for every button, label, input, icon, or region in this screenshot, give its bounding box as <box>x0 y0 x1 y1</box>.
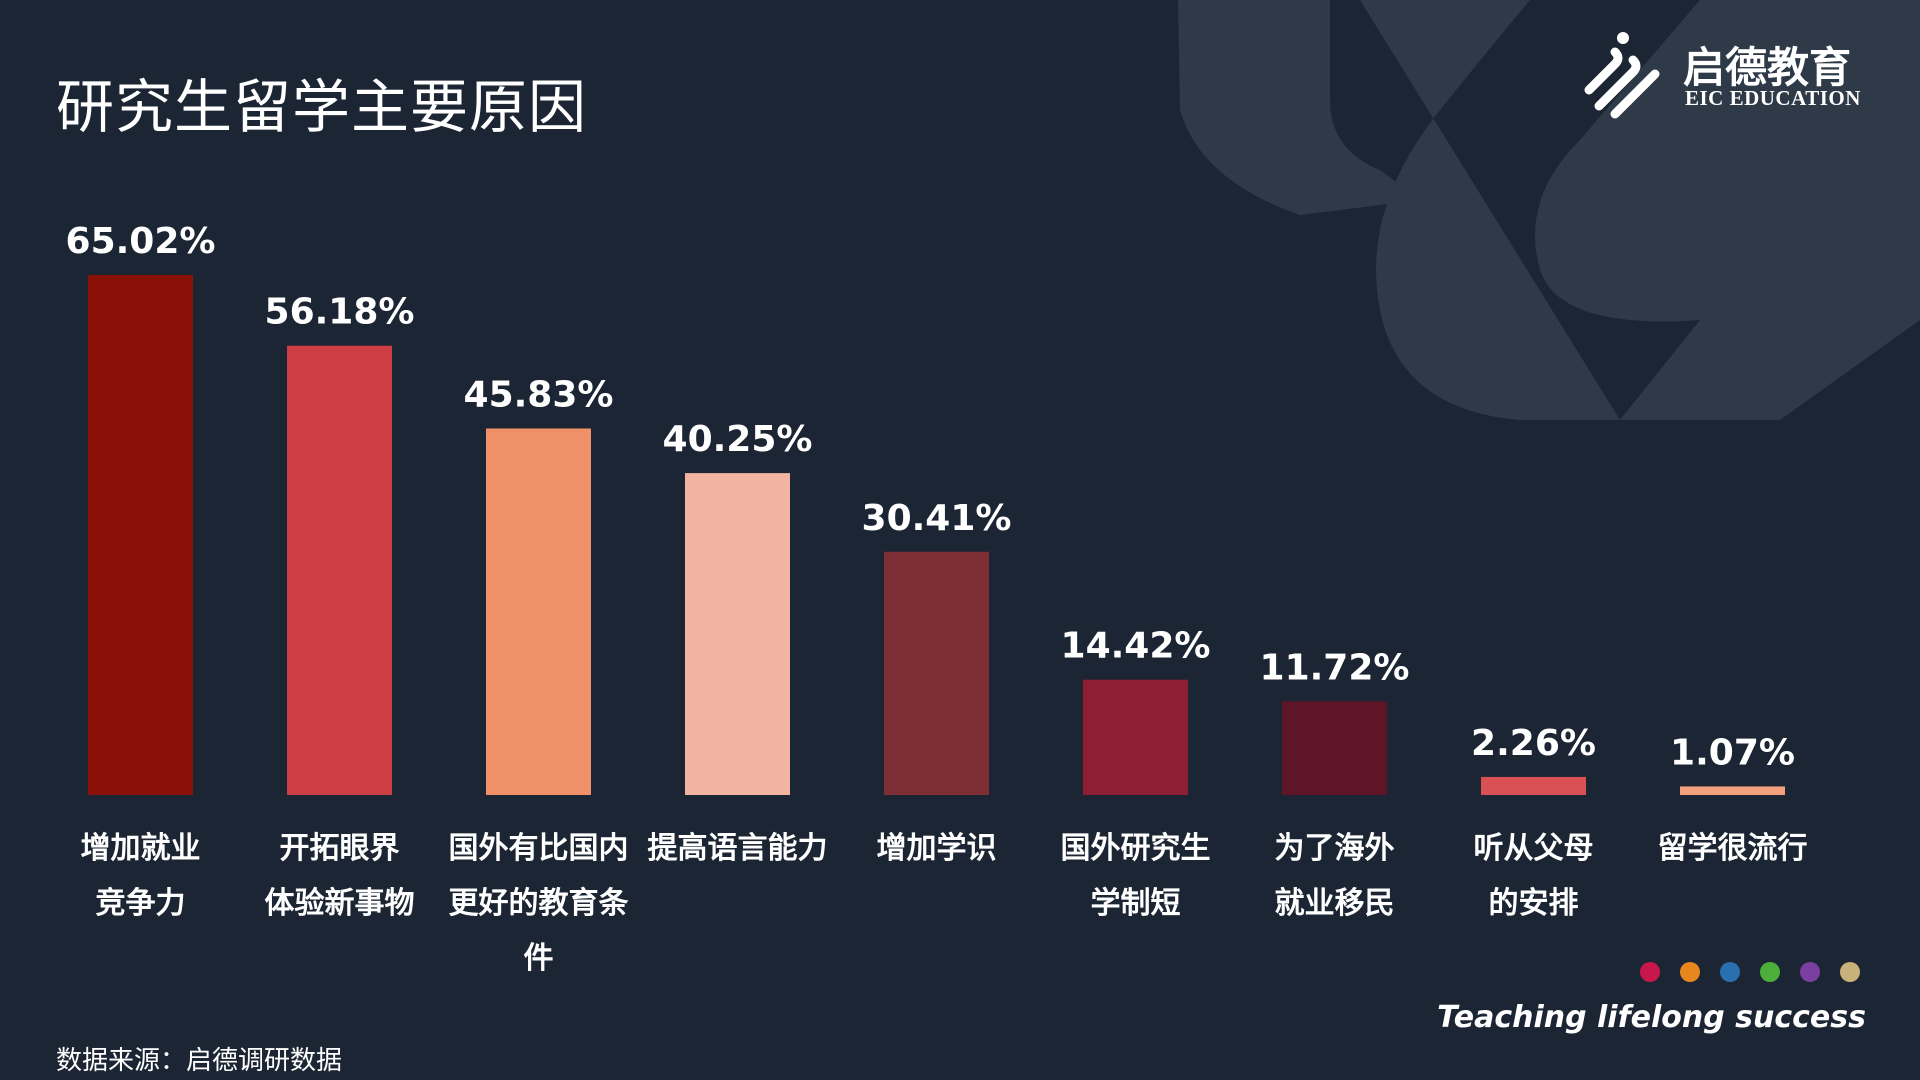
bar-4 <box>685 473 790 795</box>
bar-value-label: 40.25% <box>663 419 813 460</box>
bar-7 <box>1282 701 1387 795</box>
palette-dot <box>1800 962 1820 982</box>
category-label: 就业移民 <box>1275 886 1395 921</box>
bar-value-label: 14.42% <box>1061 626 1211 667</box>
category-label: 更好的教育条 <box>449 886 629 921</box>
bar-9 <box>1680 786 1785 795</box>
category-label: 增加就业 <box>81 831 201 866</box>
category-label: 开拓眼界 <box>280 831 400 866</box>
palette-dot <box>1760 962 1780 982</box>
bar-6 <box>1083 679 1188 795</box>
category-label: 增加学识 <box>877 831 997 866</box>
bar-5 <box>884 551 989 795</box>
category-label: 体验新事物 <box>265 886 415 921</box>
logo-name-en: EIC EDUCATION <box>1685 86 1861 110</box>
palette-dot <box>1680 962 1700 982</box>
slogan-text: Teaching lifelong success <box>1437 1000 1866 1035</box>
bar-1 <box>88 275 193 795</box>
category-label: 国外有比国内 <box>449 831 629 866</box>
eic-logo: 启德教育 EIC EDUCATION <box>1575 28 1875 128</box>
bar-value-label: 1.07% <box>1670 732 1795 773</box>
bar-value-label: 45.83% <box>464 374 614 415</box>
bar-value-label: 30.41% <box>862 498 1012 539</box>
bar-value-label: 65.02% <box>66 221 216 262</box>
bar-3 <box>486 428 591 795</box>
palette-dot <box>1720 962 1740 982</box>
palette-dot <box>1840 962 1860 982</box>
category-label: 的安排 <box>1489 886 1579 921</box>
category-label: 国外研究生 <box>1061 831 1211 866</box>
palette-dot <box>1640 962 1660 982</box>
category-label: 提高语言能力 <box>648 831 828 866</box>
category-label: 听从父母 <box>1474 831 1594 866</box>
logo-name-cn: 启德教育 <box>1683 43 1852 92</box>
category-label: 留学很流行 <box>1658 831 1808 866</box>
bar-value-label: 56.18% <box>265 292 415 333</box>
bar-value-label: 11.72% <box>1260 647 1410 688</box>
chart-title: 研究生留学主要原因 <box>56 73 588 141</box>
category-label: 竞争力 <box>96 886 186 921</box>
category-label: 为了海外 <box>1275 831 1395 866</box>
data-source-note: 数据来源：启德调研数据 <box>56 1046 343 1076</box>
eic-logo-icon <box>1584 32 1660 119</box>
bar-2 <box>287 345 392 795</box>
category-label: 件 <box>524 941 554 976</box>
bar-value-label: 2.26% <box>1471 723 1596 764</box>
category-label: 学制短 <box>1091 886 1181 921</box>
bar-8 <box>1481 776 1586 795</box>
